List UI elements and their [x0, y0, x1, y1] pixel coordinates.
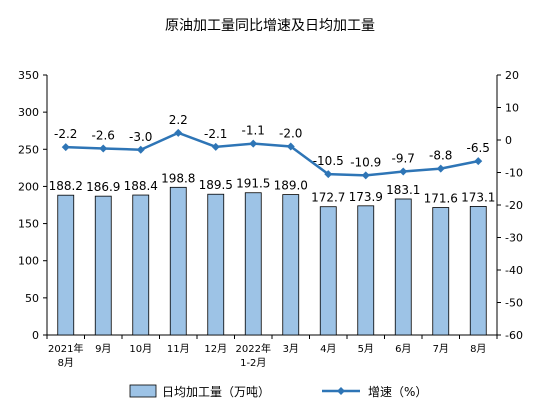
x-tick-label: 6月: [395, 343, 411, 355]
x-tick-label: 8月: [470, 343, 486, 355]
bar: [169, 186, 187, 336]
bar: [469, 206, 487, 336]
line-point: [136, 145, 145, 154]
left-tick-label: 50: [25, 292, 39, 305]
x-tick-label: 3月: [283, 343, 299, 355]
bar: [282, 194, 300, 336]
left-tick-label: 100: [18, 255, 39, 268]
bar-value-label: 173.9: [349, 190, 383, 204]
left-tick-label: 350: [18, 69, 39, 82]
bar: [207, 193, 225, 336]
line-point: [249, 139, 258, 148]
chart-title: 原油加工量同比增速及日均加工量: [165, 18, 375, 34]
line-point: [399, 167, 408, 176]
legend-line-label: 增速（%）: [368, 385, 427, 399]
x-tick-label: 11月: [167, 343, 190, 355]
line-point: [361, 171, 370, 180]
right-tick-label: -10: [505, 167, 523, 180]
line-point: [286, 142, 295, 151]
line-value-label: -2.0: [279, 127, 302, 141]
bar: [94, 195, 112, 336]
bar-value-label: 188.4: [124, 179, 158, 193]
x-axis-labels: 2021年 8月 9月 10月 11月 12月 2022年 1-2月 3月 4月 5月 6月 7月 8月: [48, 342, 486, 369]
line-value-label: -8.8: [429, 149, 452, 163]
legend-bar-label: 日均加工量（万吨）: [162, 385, 270, 399]
legend-bar-swatch: [129, 384, 157, 398]
right-tick-label: 0: [505, 134, 512, 147]
line-value-label: 2.2: [169, 113, 188, 127]
left-tick-label: 0: [32, 329, 39, 342]
bar: [132, 194, 150, 336]
line-value-label: -2.1: [204, 127, 227, 141]
line-point: [174, 128, 183, 137]
left-tick-label: 250: [18, 143, 39, 156]
line-point: [436, 164, 445, 173]
right-tick-label: 20: [505, 69, 519, 82]
left-tick-label: 200: [18, 180, 39, 193]
line-value-label: -10.5: [313, 154, 344, 168]
line-point: [211, 142, 220, 151]
line-point: [324, 170, 333, 179]
x-tick-label: 12月: [204, 343, 227, 355]
right-tick-label: 10: [505, 102, 519, 115]
line-series: [61, 128, 483, 180]
right-axis-ticks: -60 -50 -40 -30 -20 -10 0 10 20: [497, 69, 523, 342]
right-tick-label: -40: [505, 264, 523, 277]
legend: 日均加工量（万吨） 增速（%）: [129, 384, 427, 399]
line-value-label: -6.5: [467, 141, 490, 155]
line-value-label: -10.9: [350, 155, 381, 169]
bar: [432, 207, 450, 336]
x-tick-label: 1-2月: [240, 357, 266, 369]
line-value-labels: -2.2 -2.6 -3.0 2.2 -2.1 -1.1 -2.0 -10.5 -10.9 -9.…: [54, 113, 490, 170]
bar-value-label: 173.1: [461, 190, 495, 204]
x-tick-label: 2022年: [236, 342, 271, 355]
bar-value-label: 183.1: [386, 183, 420, 197]
bar-value-label: 198.8: [161, 171, 195, 185]
axes: [46, 75, 498, 339]
bar-value-label: 189.5: [199, 178, 233, 192]
line-value-label: -2.2: [54, 127, 77, 141]
left-tick-label: 300: [18, 106, 39, 119]
bar: [394, 198, 412, 336]
bar: [244, 192, 262, 336]
x-tick-label: 10月: [129, 343, 152, 355]
right-tick-label: -30: [505, 232, 523, 245]
line-value-label: -3.0: [129, 130, 152, 144]
x-tick-label: 9月: [95, 343, 111, 355]
line-value-label: -9.7: [392, 152, 415, 166]
line-value-label: -2.6: [92, 128, 115, 142]
line-point: [474, 157, 483, 166]
line-point: [99, 144, 108, 153]
x-tick-label: 2021年: [48, 342, 83, 355]
line-point: [61, 143, 70, 152]
bar: [357, 205, 375, 336]
line-value-label: -1.1: [242, 124, 265, 138]
bar-value-label: 186.9: [86, 180, 120, 194]
right-tick-label: -60: [505, 329, 523, 342]
x-tick-label: 7月: [433, 343, 449, 355]
bar-value-label: 191.5: [236, 177, 270, 191]
x-tick-label: 4月: [320, 343, 336, 355]
x-tick-label: 5月: [358, 343, 374, 355]
left-axis-ticks: 0 50 100 150 200 250 300 350: [18, 69, 47, 342]
x-tick-label: 8月: [58, 357, 74, 369]
left-tick-label: 150: [18, 218, 39, 231]
line-path: [65, 131, 479, 177]
bar-series: [57, 186, 487, 336]
right-tick-label: -20: [505, 199, 523, 212]
bar-value-label: 172.7: [311, 191, 345, 205]
bar: [319, 206, 337, 336]
bar-value-label: 188.2: [49, 179, 83, 193]
legend-line-marker: [337, 387, 345, 395]
bar-value-label: 171.6: [424, 192, 458, 206]
bar: [57, 194, 75, 336]
bar-value-label: 189.0: [274, 179, 308, 193]
right-tick-label: -50: [505, 297, 523, 310]
